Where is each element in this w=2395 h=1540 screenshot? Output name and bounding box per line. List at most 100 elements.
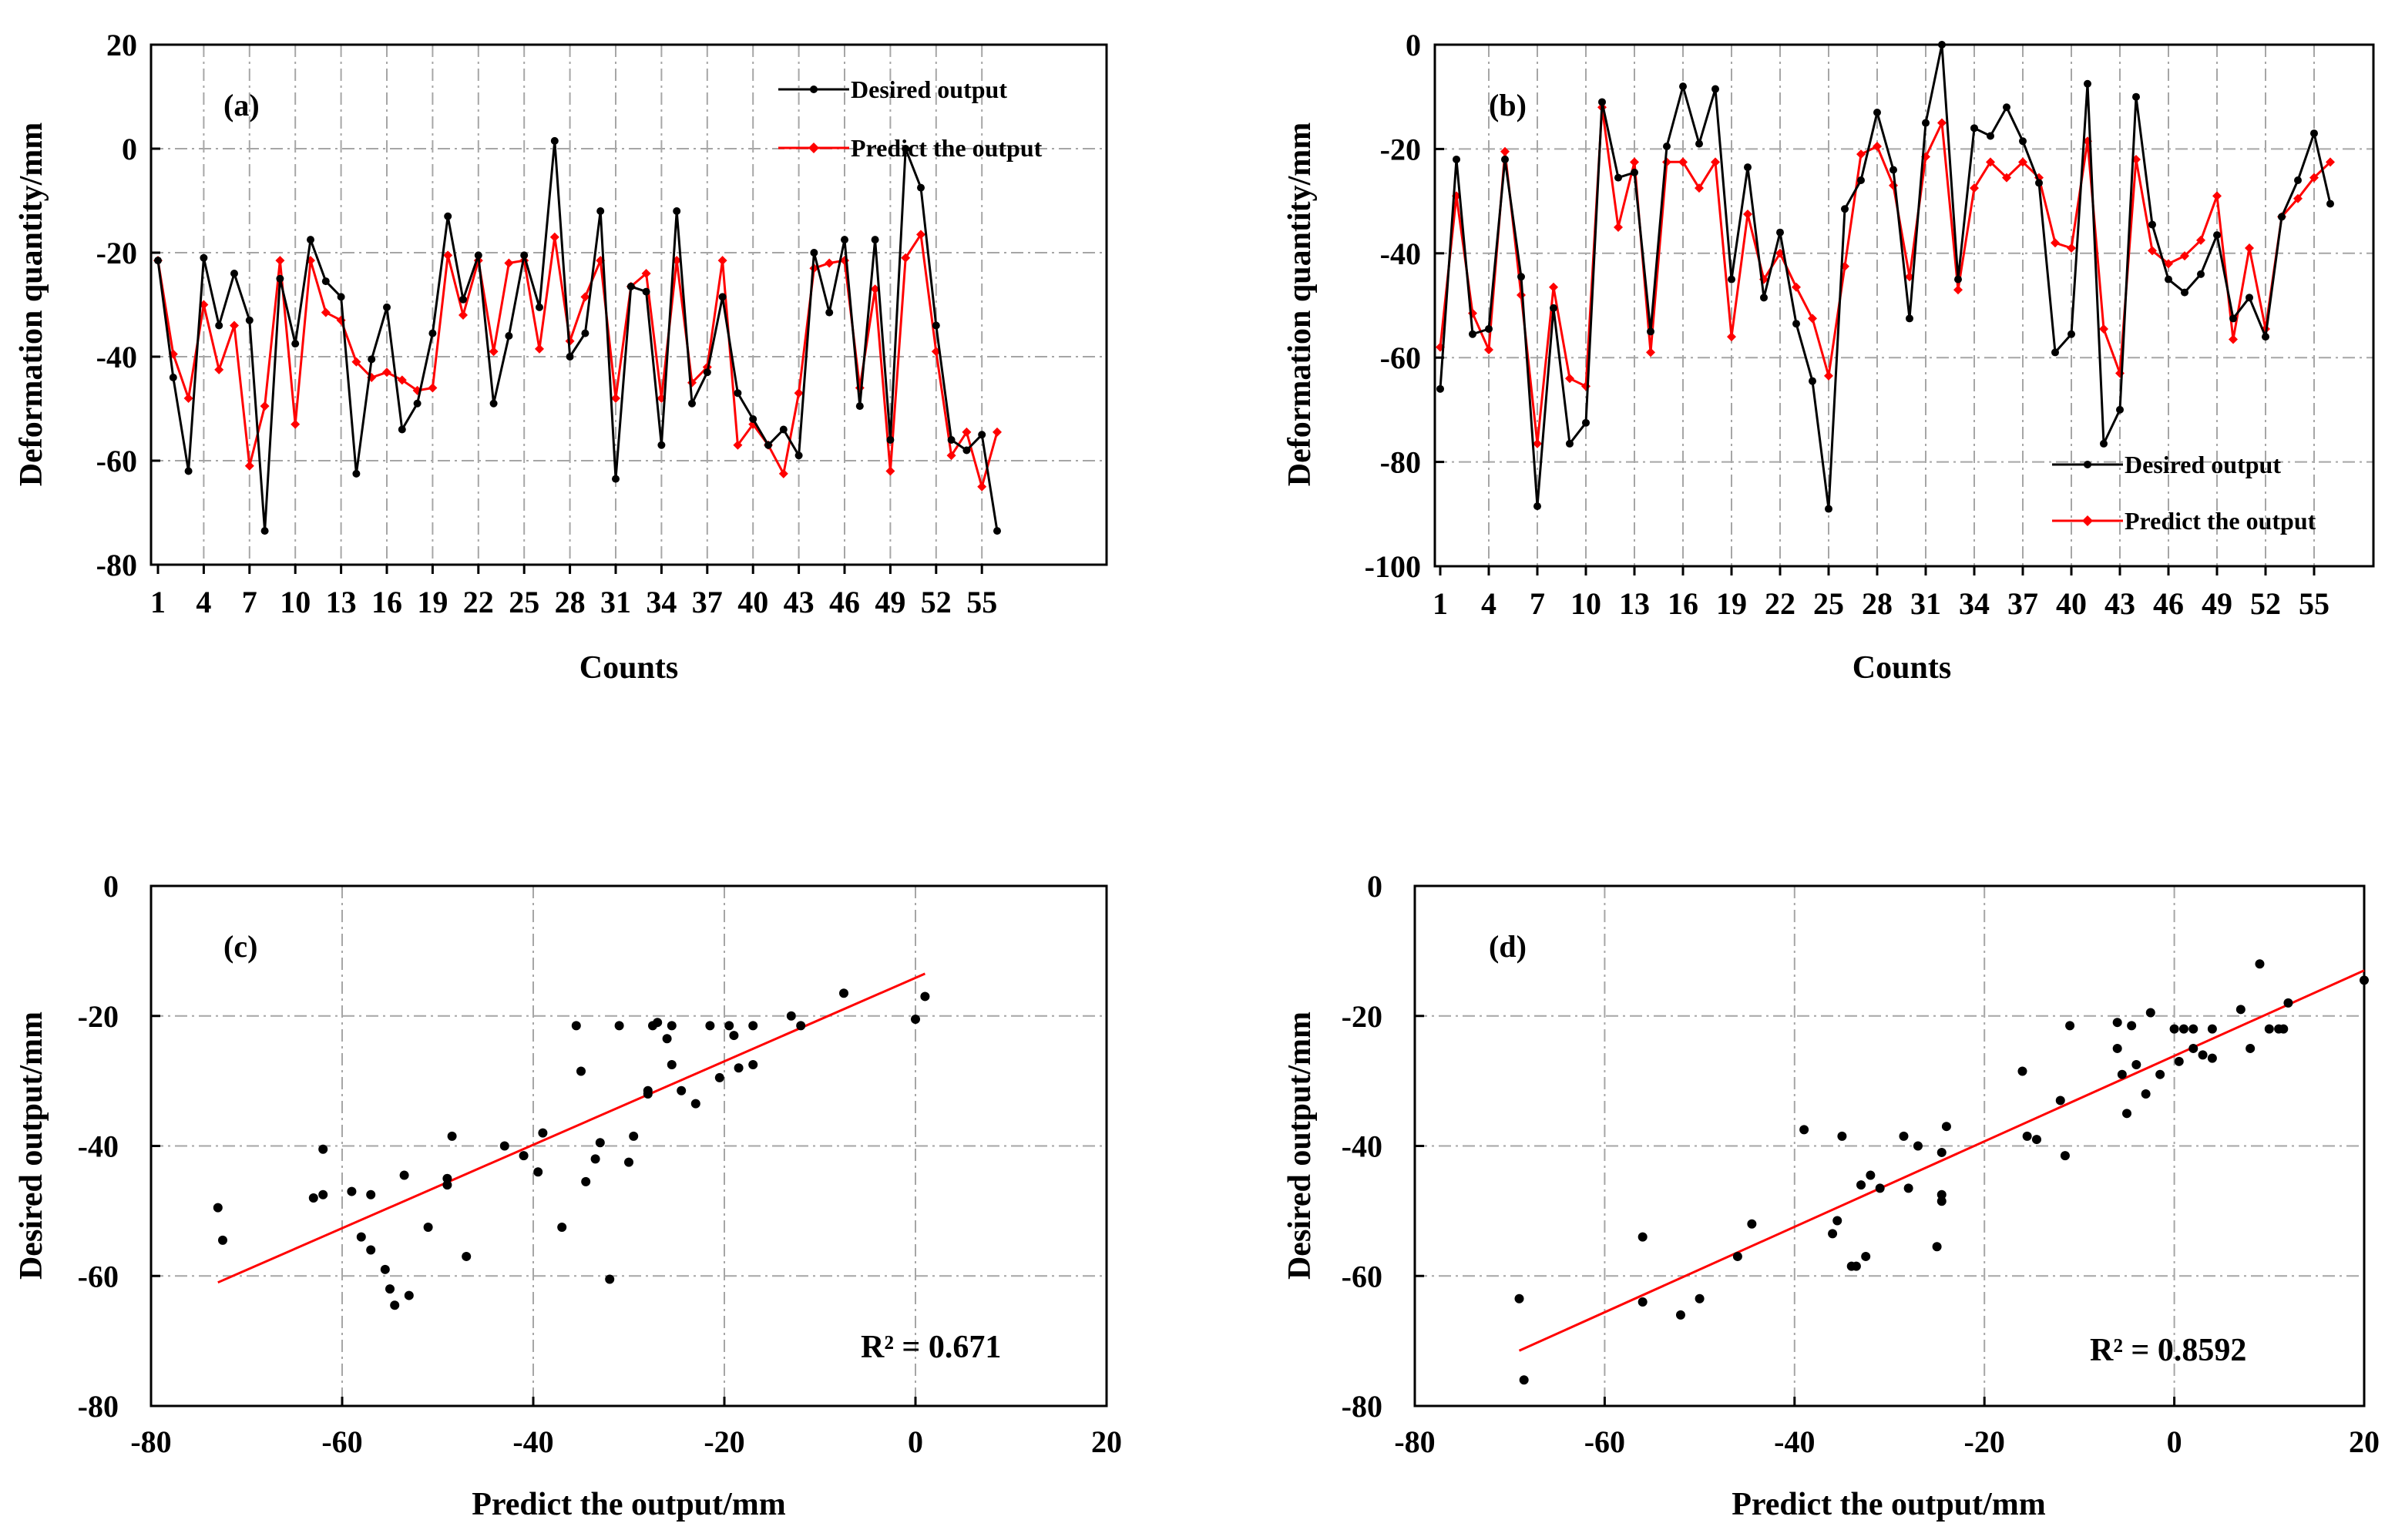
point-predict [1937, 118, 1947, 128]
point-predict [1727, 332, 1736, 342]
legend-label-desired: Desired output [2125, 451, 2281, 478]
y-tick-label: -20 [1380, 132, 1421, 166]
point-desired [1809, 377, 1816, 385]
point-predict [641, 269, 651, 278]
scatter-point [538, 1128, 548, 1138]
point-predict [1678, 157, 1688, 167]
point-desired [1598, 98, 1606, 106]
scatter-point [2255, 959, 2265, 969]
point-predict [489, 347, 499, 357]
scatter-point [2117, 1069, 2127, 1079]
point-desired [1566, 439, 1574, 448]
point-desired [459, 295, 467, 304]
panel-c-ylabel: Desired output/mm [14, 1012, 49, 1280]
point-desired [673, 207, 681, 215]
point-predict [2180, 251, 2189, 261]
scatter-point [1899, 1131, 1909, 1141]
point-predict [428, 383, 438, 393]
scatter-point [2188, 1043, 2198, 1053]
x-tick-label: 34 [646, 585, 677, 619]
x-tick-label: 40 [737, 585, 768, 619]
panel-b: 0 -20 -40 -60 -80 -100 1 4 7 10 13 16 19 22 25 28 31 34 37… [1282, 28, 2375, 686]
y-tick-label: -60 [1342, 1259, 1382, 1293]
point-desired [260, 527, 269, 535]
y-tick-label: -20 [1342, 999, 1382, 1034]
panel-d: 0 -20 -40 -60 -80 -80 -60 -40 -20 0 20 (d) R² = 0.… [1282, 869, 2380, 1522]
point-predict [794, 388, 804, 398]
point-predict [1614, 222, 1623, 232]
scatter-point [629, 1131, 639, 1141]
panel-a-series [153, 136, 1002, 535]
scatter-point [347, 1186, 357, 1196]
point-desired [2326, 200, 2334, 208]
point-desired [1695, 139, 1703, 148]
point-predict [2326, 157, 2335, 167]
scatter-point [2360, 975, 2369, 985]
x-tick-label: 7 [242, 585, 257, 619]
point-desired [2181, 288, 2188, 297]
point-desired [581, 329, 590, 337]
panel-c: 0 -20 -40 -60 -80 -80 -60 -40 -20 0 20 (c) R² = 0.… [14, 869, 1122, 1522]
y-tick-label: 0 [122, 132, 137, 166]
scatter-point [533, 1167, 543, 1177]
point-desired [2197, 270, 2205, 278]
x-tick-label: 34 [1959, 586, 1990, 621]
point-desired [626, 282, 635, 290]
series-line-desired [1439, 43, 2332, 510]
point-predict [275, 256, 285, 266]
x-tick-label: 37 [692, 585, 723, 619]
point-desired [1533, 502, 1541, 511]
scatter-point [796, 1021, 806, 1031]
x-tick-label: 28 [555, 585, 586, 619]
scatter-point [308, 1193, 318, 1203]
point-desired [2035, 179, 2043, 187]
point-desired [1517, 273, 1525, 281]
point-desired [398, 425, 406, 434]
x-tick-label: 55 [966, 585, 997, 619]
scatter-point [2031, 1135, 2041, 1145]
point-predict [580, 292, 590, 302]
scatter-point [2169, 1024, 2179, 1034]
legend-label-predict: Predict the output [851, 134, 1043, 162]
point-predict [916, 230, 925, 240]
point-desired [444, 212, 452, 220]
point-predict [1986, 157, 1995, 167]
point-desired [1760, 294, 1768, 302]
point-desired [1501, 155, 1509, 163]
scatter-point [1941, 1122, 1951, 1132]
scatter-point [1913, 1141, 1923, 1151]
point-predict [382, 367, 391, 377]
point-desired [154, 257, 162, 265]
scatter-point [318, 1144, 328, 1154]
scatter-point [2155, 1069, 2165, 1079]
point-desired [2294, 176, 2302, 185]
scatter-point [380, 1264, 390, 1274]
x-tick-label: -40 [1774, 1424, 1815, 1459]
panel-c-points [213, 972, 930, 1310]
scatter-point [2055, 1095, 2065, 1106]
scatter-point [1832, 1216, 1842, 1226]
point-desired [1485, 324, 1493, 333]
x-tick-label: 46 [829, 585, 860, 619]
point-desired [307, 236, 314, 244]
point-predict [459, 310, 468, 320]
x-tick-label: -20 [1964, 1424, 2005, 1459]
scatter-point [442, 1173, 452, 1183]
scatter-point [677, 1085, 687, 1095]
y-tick-label: -60 [96, 444, 137, 478]
point-predict [1581, 381, 1591, 391]
point-predict [214, 364, 224, 374]
x-tick-label: 7 [1530, 586, 1545, 621]
point-desired [596, 207, 605, 215]
x-tick-label: -80 [1394, 1424, 1435, 1459]
scatter-point [1936, 1189, 1947, 1199]
point-desired [749, 415, 757, 423]
scatter-point [2145, 1008, 2155, 1018]
scatter-point [1732, 1251, 1742, 1261]
point-desired [291, 340, 300, 348]
panel-d-ylabel: Desired output/mm [1282, 1012, 1318, 1280]
x-tick-label: 46 [2153, 586, 2184, 621]
panel-d-label: (d) [1489, 929, 1527, 964]
point-desired [1938, 41, 1946, 49]
x-tick-label: -40 [512, 1424, 553, 1459]
